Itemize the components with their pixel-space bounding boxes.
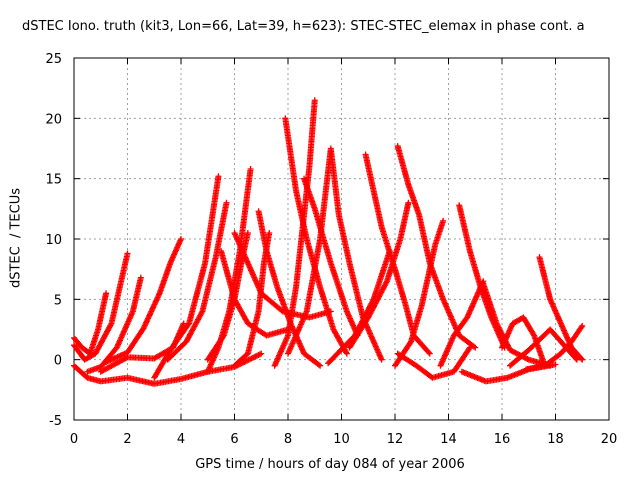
series-5 xyxy=(151,173,222,381)
data-point xyxy=(244,229,251,236)
grid xyxy=(74,58,609,420)
series-1 xyxy=(71,250,131,363)
data-point xyxy=(572,355,579,362)
y-tick-label: 15 xyxy=(45,173,62,188)
series-25 xyxy=(437,278,487,369)
data-point xyxy=(278,307,285,314)
series-16 xyxy=(301,175,361,339)
series-8 xyxy=(97,320,187,375)
y-tick-label: 20 xyxy=(45,112,62,127)
x-tick-label: 4 xyxy=(177,432,185,447)
series-0 xyxy=(71,290,110,357)
y-tick-label: 25 xyxy=(45,52,62,67)
data-point xyxy=(185,321,192,328)
x-tick-label: 18 xyxy=(547,432,564,447)
data-point xyxy=(405,199,412,206)
data-point xyxy=(578,355,585,362)
x-tick-label: 2 xyxy=(123,432,131,447)
data-point xyxy=(466,344,473,351)
series-30 xyxy=(507,326,580,369)
series-13 xyxy=(231,229,334,321)
series-3 xyxy=(103,236,184,366)
x-tick-label: 14 xyxy=(440,432,457,447)
data-point xyxy=(103,290,110,297)
chart-title: dSTEC Iono. truth (kit3, Lon=66, Lat=39,… xyxy=(22,19,585,34)
data-point xyxy=(579,356,586,363)
x-tick-label: 20 xyxy=(601,432,618,447)
data-point xyxy=(266,229,273,236)
data-point xyxy=(315,361,322,368)
data-point xyxy=(317,362,324,369)
data-point xyxy=(219,333,226,340)
data-points xyxy=(71,97,586,387)
y-tick-label: 10 xyxy=(45,233,62,248)
data-point xyxy=(223,199,230,206)
data-point xyxy=(530,331,537,338)
data-point xyxy=(215,173,222,180)
data-point xyxy=(524,355,531,362)
series-12 xyxy=(218,248,291,339)
x-axis-label: GPS time / hours of day 084 of year 2006 xyxy=(195,457,465,472)
x-tick-label: 12 xyxy=(387,432,404,447)
data-point xyxy=(124,250,131,257)
data-point xyxy=(343,349,350,356)
data-point xyxy=(137,274,144,281)
data-point xyxy=(579,322,586,329)
data-point xyxy=(472,344,479,351)
x-tick-label: 10 xyxy=(333,432,350,447)
data-point xyxy=(578,324,585,331)
series-31 xyxy=(523,322,586,373)
x-tick-label: 16 xyxy=(494,432,511,447)
x-tick-label: 0 xyxy=(70,432,78,447)
series-23 xyxy=(394,344,473,381)
data-point xyxy=(343,350,350,357)
data-point xyxy=(407,339,414,346)
series-20 xyxy=(346,199,412,351)
data-point xyxy=(180,320,187,327)
data-point xyxy=(426,350,433,357)
data-point xyxy=(440,217,447,224)
y-tick-label: 5 xyxy=(54,293,62,308)
series-6 xyxy=(164,199,230,363)
x-tick-label: 8 xyxy=(284,432,292,447)
data-point xyxy=(378,356,385,363)
data-point xyxy=(471,343,478,350)
data-point xyxy=(552,361,559,368)
y-tick-label: -5 xyxy=(49,414,62,429)
data-point xyxy=(573,356,580,363)
series-15 xyxy=(271,97,318,369)
data-point xyxy=(311,97,318,104)
data-point xyxy=(258,350,265,357)
data-point xyxy=(178,236,184,242)
series-29 xyxy=(536,254,586,363)
x-tick-label: 6 xyxy=(230,432,238,447)
data-point xyxy=(466,345,473,352)
axis-ticks: 0 2 4 6 8 10 12 14 16 18 20 -5 0 5 10 15 20 25 xyxy=(45,52,617,447)
data-point xyxy=(247,166,254,173)
data-point xyxy=(425,349,432,356)
y-tick-label: 0 xyxy=(54,354,62,369)
series-28 xyxy=(499,314,548,369)
y-axis-label: dSTEC / TECUs xyxy=(8,187,24,289)
